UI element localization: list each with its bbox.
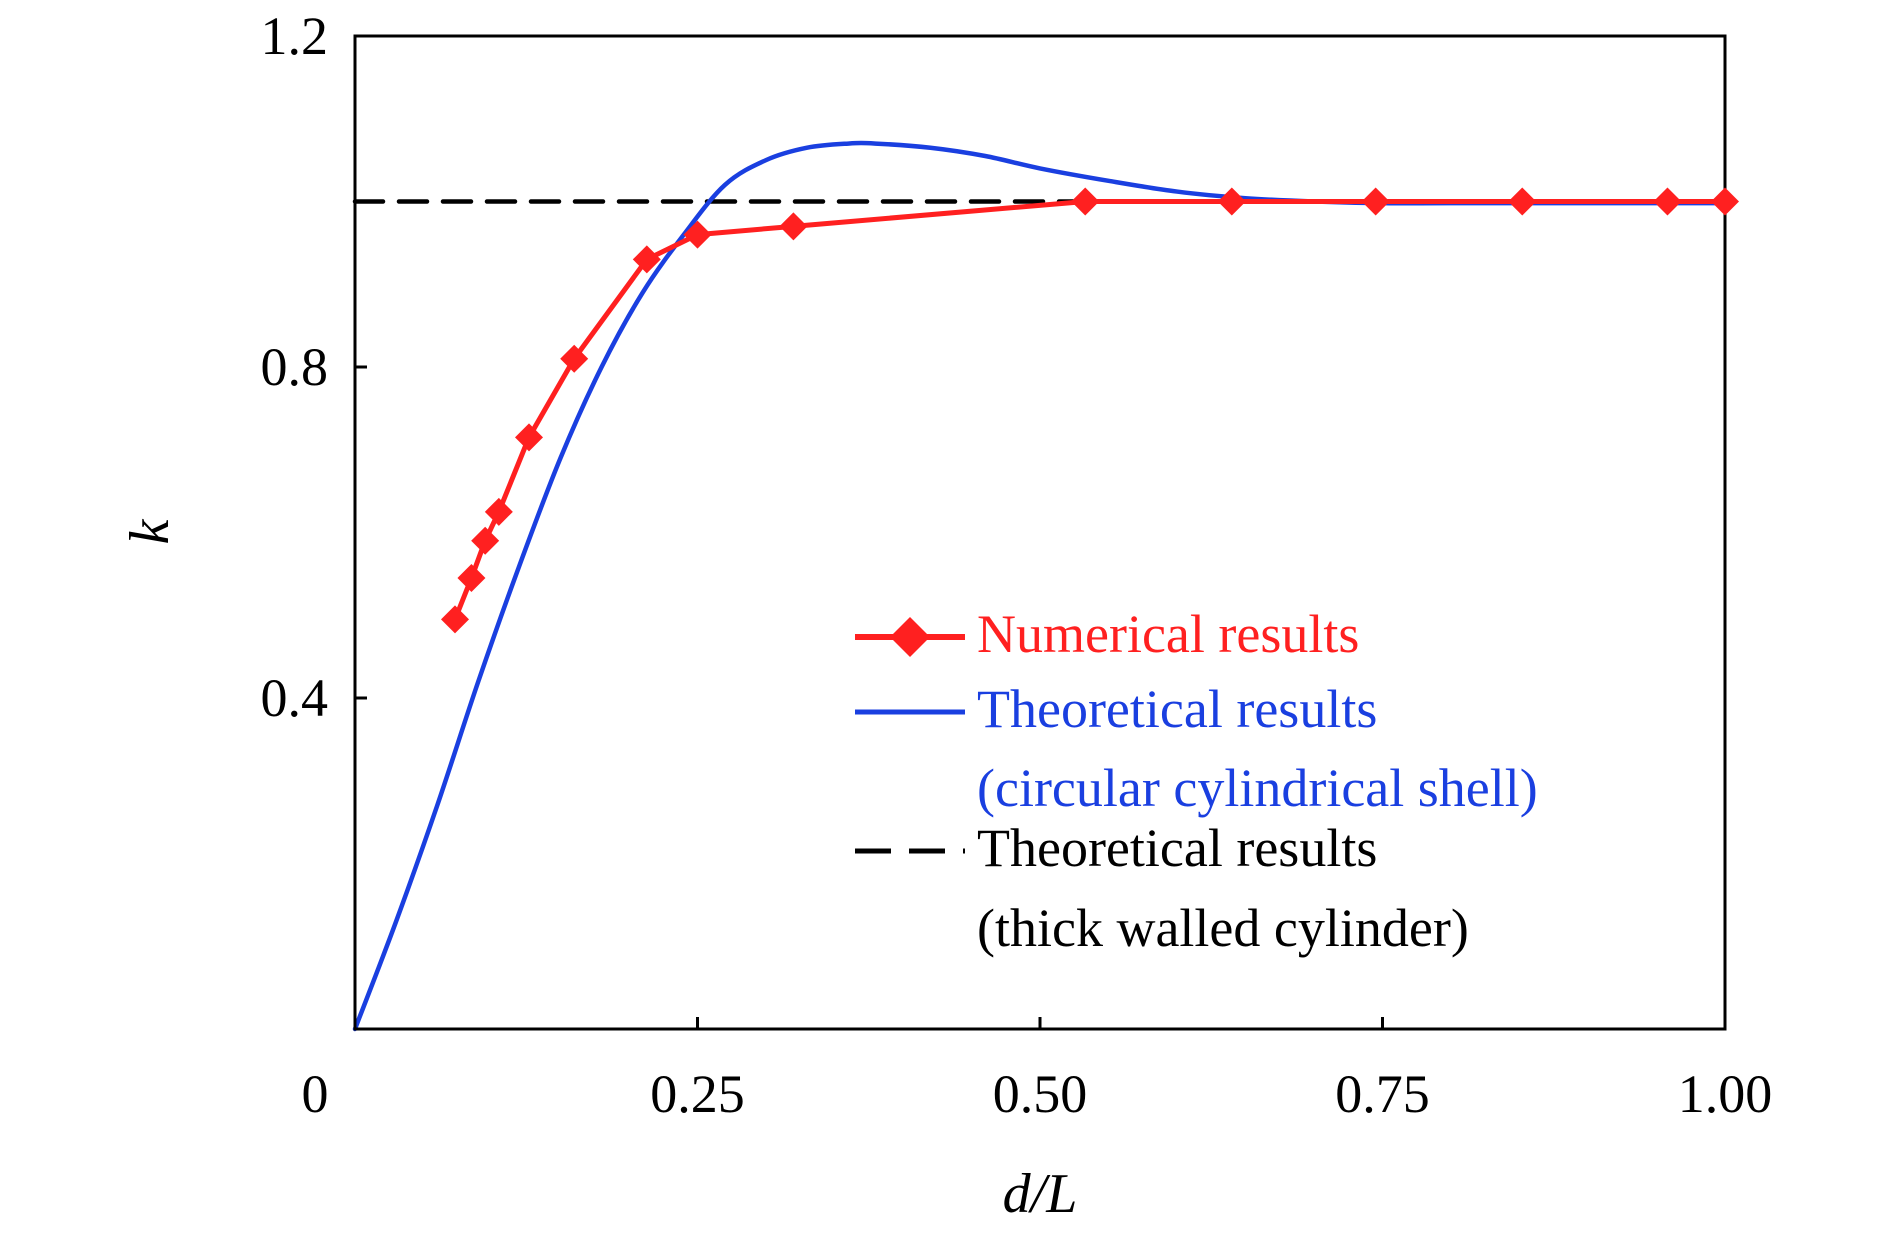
data-point-marker [1508, 187, 1537, 216]
x-tick-label: 0.25 [650, 1064, 745, 1124]
legend-item-theoretical-cylinder: Theoretical results (thick walled cylind… [855, 818, 1469, 958]
data-point-marker [1711, 187, 1739, 216]
data-point-marker [1653, 187, 1682, 216]
data-point-marker [514, 423, 543, 452]
x-axis-title: d/L [1003, 1163, 1078, 1225]
data-point-marker [441, 605, 470, 634]
legend-label-theoretical-cylinder: Theoretical results [977, 818, 1377, 878]
x-tick-label: 0 [302, 1064, 329, 1124]
legend-label-numerical: Numerical results [977, 604, 1359, 664]
legend-label-theoretical-shell-line2: (circular cylindrical shell) [977, 758, 1538, 818]
legend-item-numerical: Numerical results [855, 604, 1359, 664]
data-point-marker [484, 497, 513, 526]
x-tick-label: 0.50 [993, 1064, 1088, 1124]
legend-swatch-numerical-marker [890, 617, 930, 657]
data-point-marker [1071, 187, 1100, 216]
plot-curves [352, 140, 1728, 1032]
y-tick-label: 1.2 [261, 6, 329, 66]
plot-frame [353, 34, 1727, 1031]
y-axis-title: k [119, 518, 181, 544]
data-point-marker [471, 526, 500, 555]
data-point-marker [683, 220, 712, 249]
x-tick-label: 1.00 [1678, 1064, 1773, 1124]
theoretical-shell-line [352, 140, 1728, 1032]
legend-label-theoretical-cylinder-line2: (thick walled cylinder) [977, 898, 1469, 958]
legend-item-theoretical-shell: Theoretical results (circular cylindrica… [855, 679, 1538, 818]
y-tick-label: 0.8 [261, 337, 329, 397]
x-tick-label: 0.75 [1335, 1064, 1430, 1124]
x-axis-ticks: 0 0.25 0.50 0.75 1.00 [302, 1017, 1773, 1124]
data-point-marker [1361, 187, 1390, 216]
legend-label-theoretical-shell: Theoretical results [977, 679, 1377, 739]
y-tick-label: 0.4 [261, 668, 329, 728]
data-point-marker [457, 564, 486, 593]
data-point-marker [1217, 187, 1246, 216]
data-point-marker [632, 245, 661, 274]
y-axis-ticks: 0.4 0.8 1.2 [261, 6, 367, 728]
data-point-marker [560, 344, 589, 373]
data-point-marker [779, 212, 808, 241]
legend: Numerical results Theoretical results (c… [855, 604, 1538, 958]
numerical-markers [441, 187, 1739, 634]
